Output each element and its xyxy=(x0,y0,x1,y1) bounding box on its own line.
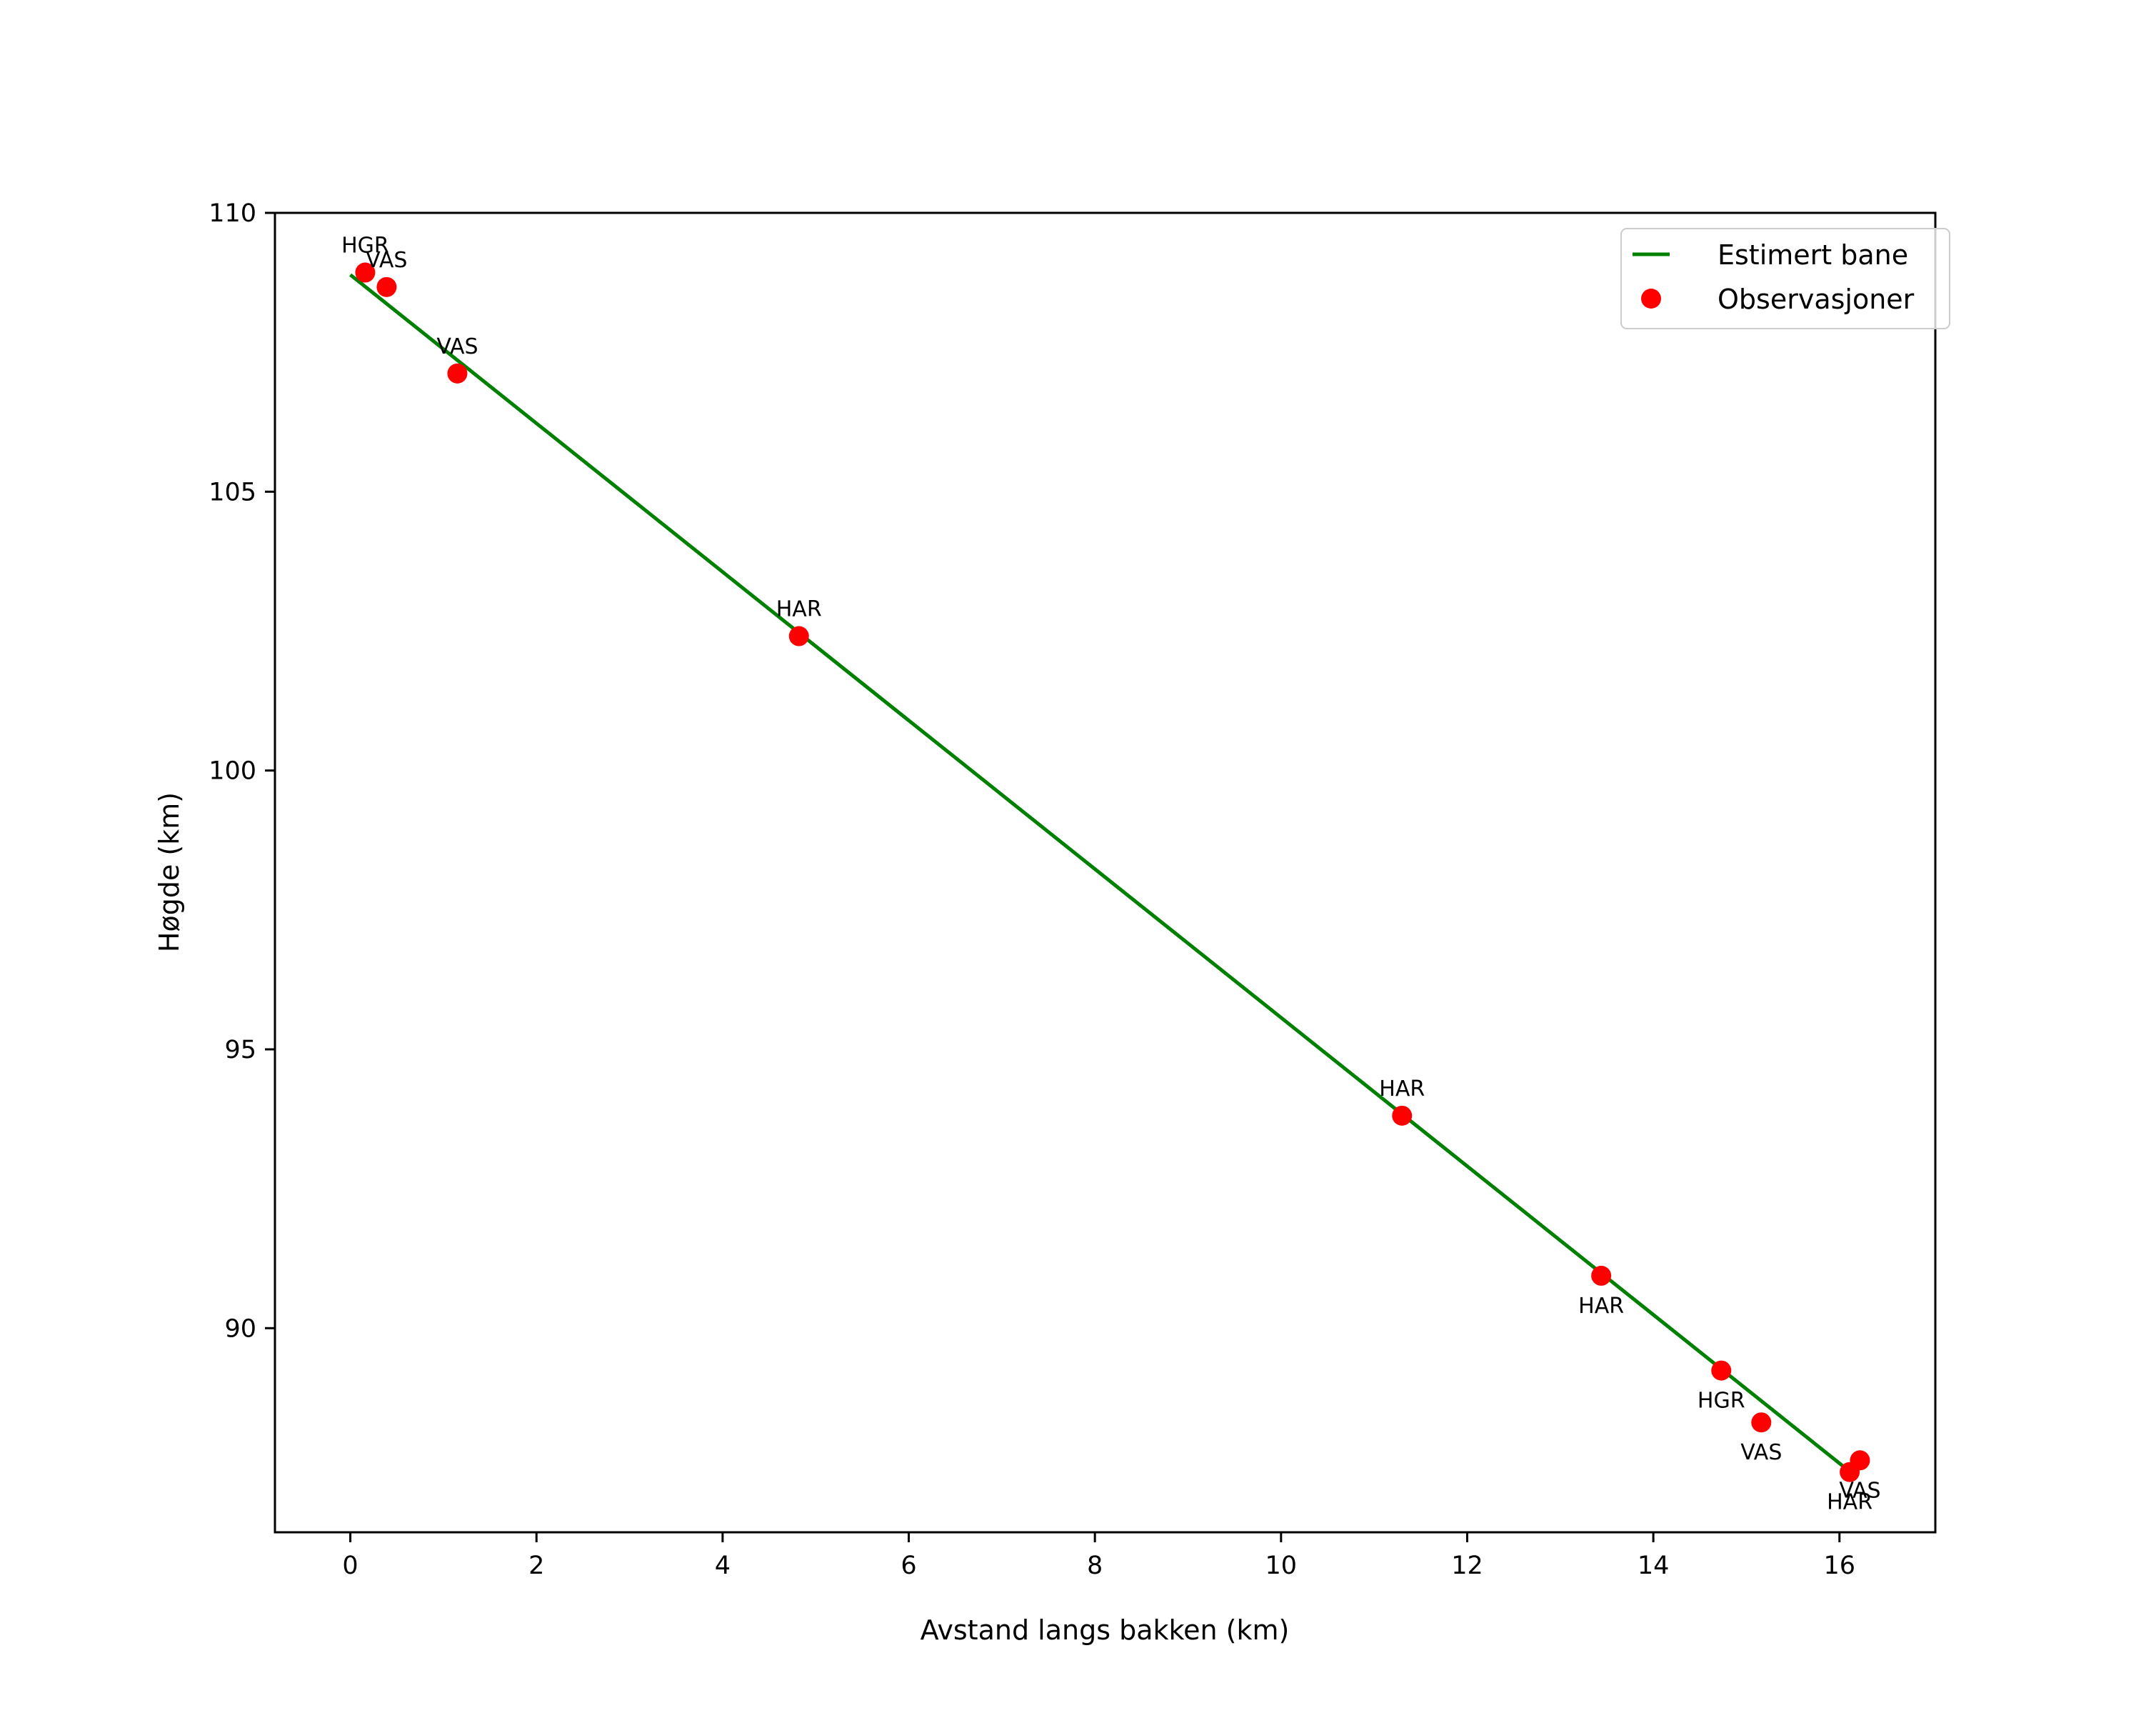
observation-point xyxy=(376,276,397,297)
y-tick-label: 110 xyxy=(209,199,256,228)
legend-box xyxy=(1620,228,1950,329)
x-tick-label: 14 xyxy=(1638,1552,1670,1580)
legend-label-dot: Observasjoner xyxy=(1718,284,1915,315)
axes-frame xyxy=(274,211,1937,1534)
x-tick-label: 2 xyxy=(528,1552,544,1580)
observation-label: HGR xyxy=(341,234,389,259)
y-tick-label: 100 xyxy=(209,757,256,786)
observation-label: HAR xyxy=(1578,1294,1624,1319)
x-tick-label: 4 xyxy=(715,1552,731,1580)
x-tick-label: 6 xyxy=(901,1552,916,1580)
observation-label: HAR xyxy=(1827,1490,1872,1515)
y-tick-label: 105 xyxy=(209,478,256,506)
observation-label: HAR xyxy=(776,597,822,622)
x-tick-label: 10 xyxy=(1265,1552,1298,1580)
axis-ticks: 0 2 4 6 8 10 12 14 16 90 95 100 105 110 xyxy=(209,199,1855,1580)
observation-label: VAS xyxy=(366,248,407,273)
x-axis-label: Avstand langs bakken (km) xyxy=(921,1614,1290,1646)
x-tick-label: 0 xyxy=(342,1552,358,1580)
observation-label: VAS xyxy=(1740,1440,1782,1465)
estimated-path-line xyxy=(349,273,1845,1469)
observation-point xyxy=(788,626,809,646)
y-tick-label: 95 xyxy=(224,1036,256,1064)
observation-label: HAR xyxy=(1379,1077,1425,1102)
observation-point xyxy=(1840,1462,1860,1482)
legend: Estimert bane Observasjoner xyxy=(1620,228,1950,329)
observation-point xyxy=(1711,1360,1732,1381)
y-axis-label: Høgde (km) xyxy=(154,792,185,952)
y-tick-label: 90 xyxy=(224,1314,256,1343)
x-tick-label: 12 xyxy=(1451,1552,1483,1580)
observation-label: VAS xyxy=(436,334,478,359)
observation-point xyxy=(1392,1105,1413,1126)
observation-point xyxy=(1591,1265,1612,1286)
observation-label: VAS xyxy=(1839,1478,1880,1503)
x-tick-label: 8 xyxy=(1087,1552,1103,1580)
observation-point xyxy=(447,363,468,384)
observation-point xyxy=(355,262,376,283)
observation-label: HGR xyxy=(1698,1389,1745,1414)
x-tick-label: 16 xyxy=(1823,1552,1855,1580)
legend-label-line: Estimert bane xyxy=(1718,239,1908,271)
observation-point xyxy=(1751,1412,1772,1433)
legend-dot-icon xyxy=(1641,289,1661,309)
